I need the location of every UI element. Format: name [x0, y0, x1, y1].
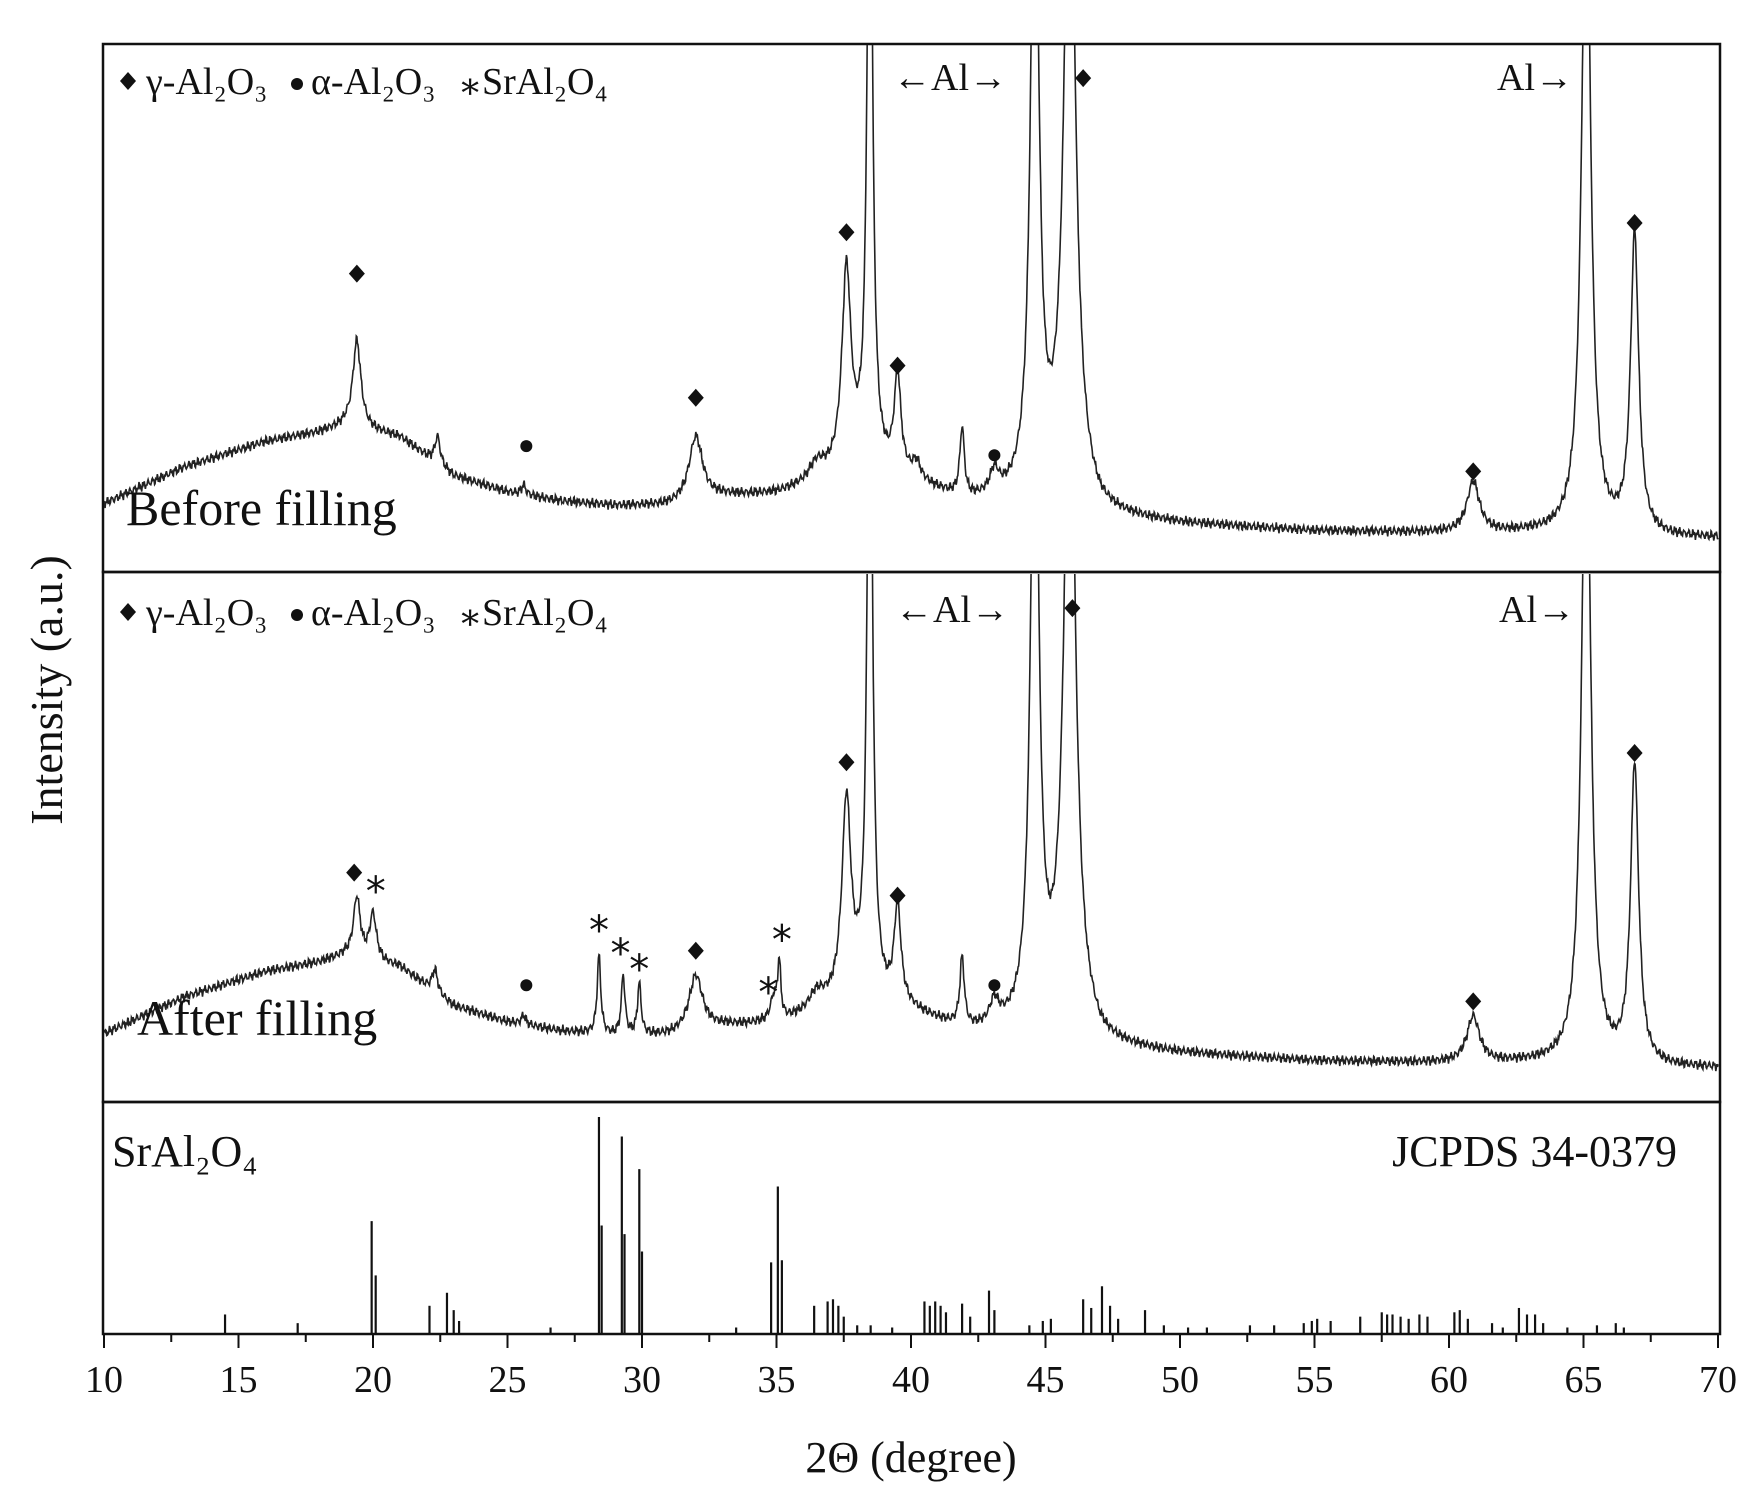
legend-diamond-icon: [120, 603, 136, 621]
gamma-al2o3-marker: [1465, 992, 1482, 1011]
sral2o4-marker: *: [758, 970, 778, 1016]
x-tick-label: 70: [1699, 1359, 1737, 1401]
sral2o4-marker: *: [366, 869, 386, 915]
x-tick-label: 60: [1430, 1359, 1468, 1401]
x-axis-title: 2Θ (degree): [805, 1433, 1016, 1482]
legend-gamma-label: γ-Al₂O₃: [145, 592, 267, 634]
x-tick-label: 45: [1027, 1359, 1065, 1401]
x-tick-label: 15: [220, 1359, 258, 1401]
legend-star-icon: ∗: [458, 66, 482, 106]
phase-markers: ** ** **: [346, 69, 1643, 1016]
gamma-al2o3-marker: [838, 223, 855, 242]
xrd-pattern-after: [104, 574, 1719, 1073]
x-axis-ticks: 10 15 20 25 30 35 40 45 50 55 60 65 70: [85, 1334, 1737, 1401]
sral2o4-marker: *: [610, 931, 630, 977]
reference-sticks: [223, 1117, 1625, 1334]
alpha-al2o3-marker: [520, 440, 533, 453]
x-tick-label: 20: [354, 1359, 392, 1401]
al-annotation-right-before: Al→: [1497, 57, 1573, 99]
panel-label-after: After filling: [137, 990, 377, 1046]
al-annotation-left-after: ←Al→: [895, 589, 1009, 631]
sral2o4-marker: *: [589, 908, 609, 954]
legend-gamma-label: γ-Al₂O₃: [145, 61, 267, 103]
legend-before: γ-Al₂O₃ α-Al₂O₃ ∗ SrAl₂O₄: [120, 61, 608, 106]
gamma-al2o3-marker: [687, 941, 704, 960]
panel-label-before: Before filling: [126, 480, 397, 536]
x-tick-label: 55: [1296, 1359, 1334, 1401]
legend-sral-label: SrAl₂O₄: [482, 592, 608, 634]
legend-sral-label: SrAl₂O₄: [482, 61, 608, 103]
gamma-al2o3-marker: [838, 753, 855, 772]
reference-card-label: JCPDS 34-0379: [1392, 1127, 1677, 1176]
al-annotation-left-before: ←Al→: [893, 57, 1007, 99]
legend-dot-icon: [291, 609, 303, 621]
legend-diamond-icon: [120, 72, 136, 90]
gamma-al2o3-marker: [1064, 599, 1081, 618]
x-tick-label: 30: [623, 1359, 661, 1401]
x-tick-label: 35: [758, 1359, 796, 1401]
legend-alpha-label: α-Al₂O₃: [311, 61, 436, 103]
y-axis-title: Intensity (a.u.): [21, 555, 72, 825]
alpha-al2o3-marker: [988, 979, 1001, 992]
gamma-al2o3-marker: [1626, 744, 1643, 762]
gamma-al2o3-marker: [1075, 69, 1092, 88]
gamma-al2o3-marker: [348, 264, 365, 283]
xrd-pattern-before: [104, 45, 1719, 542]
sral2o4-marker: *: [629, 947, 649, 993]
legend-after: γ-Al₂O₃ α-Al₂O₃ ∗ SrAl₂O₄: [120, 592, 608, 637]
legend-dot-icon: [291, 78, 303, 90]
x-tick-label: 50: [1161, 1359, 1199, 1401]
gamma-al2o3-marker: [687, 388, 704, 407]
gamma-al2o3-marker: [346, 863, 363, 882]
sral2o4-marker: *: [772, 917, 792, 963]
alpha-al2o3-marker: [520, 979, 533, 992]
legend-star-icon: ∗: [458, 597, 482, 637]
gamma-al2o3-marker: [889, 886, 906, 905]
gamma-al2o3-marker: [1465, 462, 1482, 481]
x-tick-label: 10: [85, 1359, 123, 1401]
legend-alpha-label: α-Al₂O₃: [311, 592, 436, 634]
gamma-al2o3-marker: [1626, 214, 1643, 232]
x-tick-label: 65: [1565, 1359, 1603, 1401]
x-tick-label: 40: [892, 1359, 930, 1401]
alpha-al2o3-marker: [988, 449, 1001, 462]
reference-label: SrAl₂O₄: [112, 1127, 258, 1176]
al-annotation-right-after: Al→: [1499, 589, 1575, 631]
x-tick-label: 25: [489, 1359, 527, 1401]
gamma-al2o3-marker: [889, 356, 906, 375]
